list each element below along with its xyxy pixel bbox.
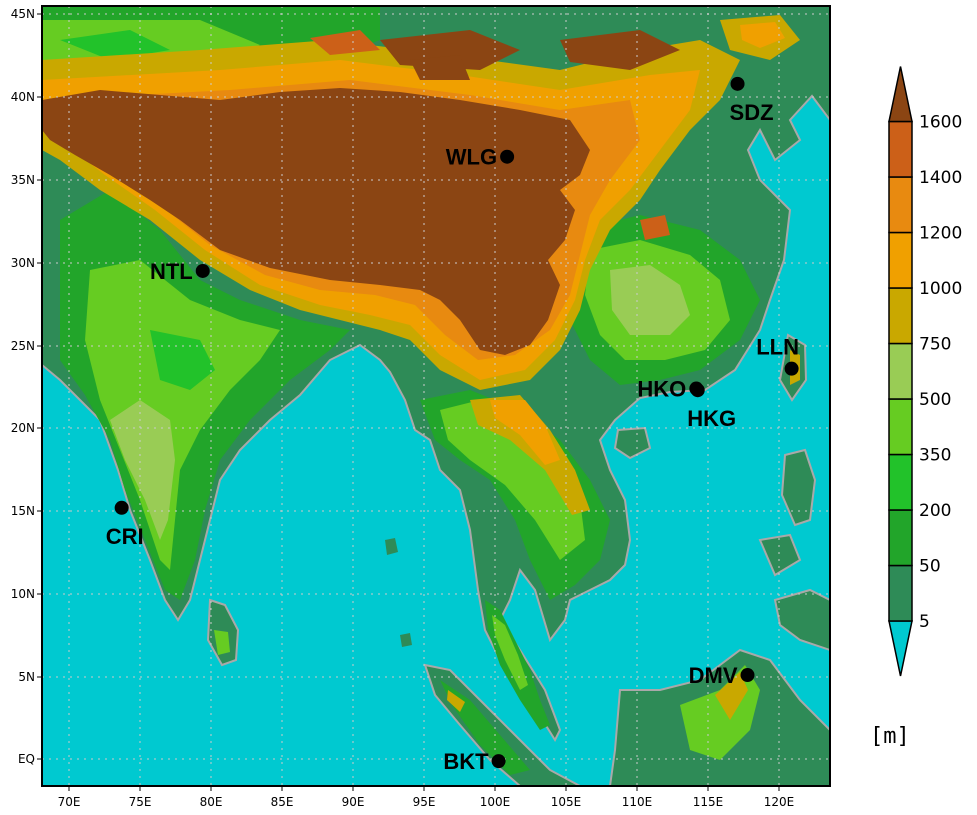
tibetan-plateau <box>42 88 590 355</box>
station-marker-lln <box>784 361 799 376</box>
colorbar-label: 1600 <box>919 113 962 133</box>
lon-tick-label: 90E <box>342 795 365 809</box>
lat-tick-label: EQ <box>18 752 35 766</box>
colorbar: 5 50 200 350 500 750 1000 1200 1400 1600 <box>888 66 962 677</box>
station-label-lln: LLN <box>756 335 799 360</box>
lon-tick-label: 110E <box>622 795 653 809</box>
colorbar-segment <box>888 231 913 289</box>
colorbar-max-arrow <box>888 66 913 123</box>
lon-tick-label: 115E <box>693 795 724 809</box>
colorbar-label: 350 <box>919 446 951 466</box>
colorbar-label: 5 <box>919 612 930 632</box>
lon-tick-label: 80E <box>200 795 223 809</box>
station-marker-cri <box>114 500 129 515</box>
colorbar-segment <box>888 453 913 511</box>
land-sumatra <box>423 663 581 786</box>
lat-axis: EQ 5N 10N 15N 20N 25N 30N 35N 40N 45N <box>11 7 42 766</box>
lat-tick-label: 15N <box>11 504 35 518</box>
colorbar-label: 1200 <box>919 224 962 244</box>
lon-tick-label: 120E <box>764 795 795 809</box>
colorbar-segment <box>888 287 913 345</box>
gridlines <box>42 6 830 786</box>
station-label-dmv: DMV <box>689 663 738 688</box>
lon-tick-label: 95E <box>413 795 436 809</box>
lat-tick-label: 35N <box>11 173 35 187</box>
station-label-ntl: NTL <box>150 259 193 284</box>
colorbar-segment <box>888 120 913 178</box>
lat-tick-label: 20N <box>11 421 35 435</box>
colorbar-label: 1400 <box>919 168 962 188</box>
lat-tick-label: 40N <box>11 90 35 104</box>
station-marker-bkt <box>491 754 506 769</box>
lat-tick-label: 5N <box>18 670 35 684</box>
unit-label: [m] <box>870 724 910 749</box>
lat-tick-label: 45N <box>11 7 35 21</box>
land-philippines <box>780 448 817 527</box>
lon-tick-label: 105E <box>551 795 582 809</box>
colorbar-segment <box>888 398 913 456</box>
colorbar-label: 200 <box>919 501 951 521</box>
lon-tick-label: 70E <box>58 795 81 809</box>
station-label-bkt: BKT <box>443 749 489 774</box>
station-marker-dmv <box>740 668 755 683</box>
lat-tick-label: 10N <box>11 587 35 601</box>
colorbar-segment <box>888 176 913 234</box>
station-marker-sdz <box>730 76 745 91</box>
station-label-sdz: SDZ <box>730 100 774 125</box>
lon-tick-label: 75E <box>129 795 152 809</box>
colorbar-label: 500 <box>919 390 951 410</box>
lat-tick-label: 25N <box>11 339 35 353</box>
lat-tick-label: 30N <box>11 256 35 270</box>
colorbar-segment <box>888 342 913 400</box>
station-label-cri: CRI <box>106 524 144 549</box>
colorbar-segment <box>888 509 913 567</box>
station-marker-ntl <box>195 263 210 278</box>
station-label-wlg: WLG <box>446 145 497 170</box>
station-label-hko: HKO <box>637 377 686 402</box>
lon-tick-label: 100E <box>480 795 511 809</box>
lon-tick-label: 85E <box>271 795 294 809</box>
land-hainan <box>613 426 652 460</box>
station-label-hkg: HKG <box>687 406 736 431</box>
colorbar-label: 750 <box>919 335 951 355</box>
map-frame <box>41 5 831 787</box>
station-marker-hkg <box>690 383 705 398</box>
lon-axis: 70E 75E 80E 85E 90E 95E 100E 105E 110E 1… <box>58 786 795 809</box>
colorbar-segment <box>888 564 913 622</box>
colorbar-label: 50 <box>919 557 941 577</box>
colorbar-min-arrow <box>888 620 913 677</box>
station-marker-wlg <box>500 149 515 164</box>
colorbar-label: 1000 <box>919 279 962 299</box>
